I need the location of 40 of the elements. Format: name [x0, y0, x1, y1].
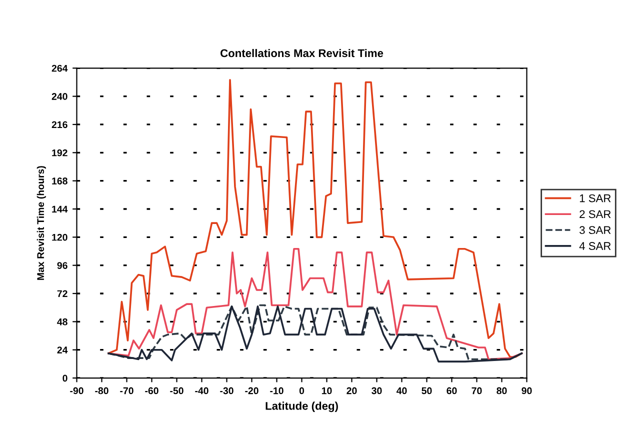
x-tick-label: -40	[195, 387, 208, 394]
y-tick-label: 144	[52, 206, 68, 213]
x-tick-label: -90	[70, 387, 84, 394]
x-tick-label: -60	[145, 387, 158, 394]
line-series	[108, 248, 523, 360]
y-tick-label: 216	[52, 121, 68, 128]
x-axis-title: Latitude (deg)	[266, 402, 338, 412]
legend-label: 1 SAR	[580, 194, 611, 202]
x-tick-label: -30	[220, 387, 234, 394]
x-tick-label: -70	[120, 387, 134, 394]
x-tick-label: -50	[170, 387, 184, 394]
x-tick-label: 50	[422, 387, 432, 394]
x-tick-label: 40	[396, 387, 407, 394]
y-tick-label: 96	[57, 262, 68, 269]
y-tick-label: 264	[52, 64, 68, 72]
x-tick-label: -20	[245, 387, 258, 394]
y-tick-label: 72	[57, 290, 68, 298]
x-tick-label: -80	[95, 387, 108, 394]
chart-title: Contellations Max Revisit Time	[220, 48, 384, 58]
x-tick-label: 0	[299, 387, 304, 394]
x-tick-label: -10	[270, 387, 284, 394]
y-axis-title: Max Revisit Time (hours)	[36, 166, 46, 280]
x-tick-label: 80	[496, 387, 507, 394]
x-tick-label: 20	[346, 387, 357, 394]
x-tick-label: 70	[472, 387, 482, 394]
legend-label: 4 SAR	[579, 242, 611, 250]
y-tick-label: 192	[52, 149, 68, 156]
y-tick-label: 48	[57, 318, 68, 326]
y-tick-label: 240	[52, 93, 68, 100]
line-series	[108, 78, 523, 358]
legend-label: 2 SAR	[580, 210, 611, 218]
x-tick-label: 60	[446, 387, 457, 394]
y-tick-label: 120	[52, 234, 68, 241]
x-tick-label: 30	[372, 387, 382, 394]
y-tick-label: 24	[57, 346, 68, 354]
x-tick-label: 90	[522, 387, 532, 394]
y-tick-label: 168	[52, 178, 68, 184]
x-tick-label: 10	[322, 387, 332, 394]
legend-label: 3 SAR	[580, 226, 611, 234]
y-tick-label: 0	[62, 374, 68, 382]
